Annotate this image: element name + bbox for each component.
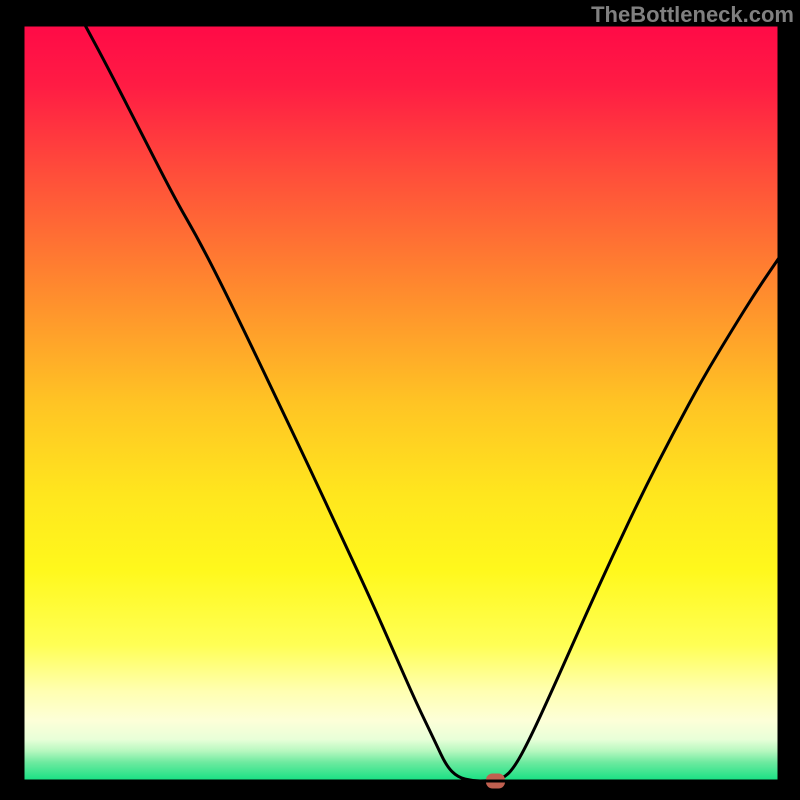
- watermark-text: TheBottleneck.com: [591, 2, 794, 28]
- bottleneck-chart: [0, 0, 800, 800]
- chart-container: TheBottleneck.com: [0, 0, 800, 800]
